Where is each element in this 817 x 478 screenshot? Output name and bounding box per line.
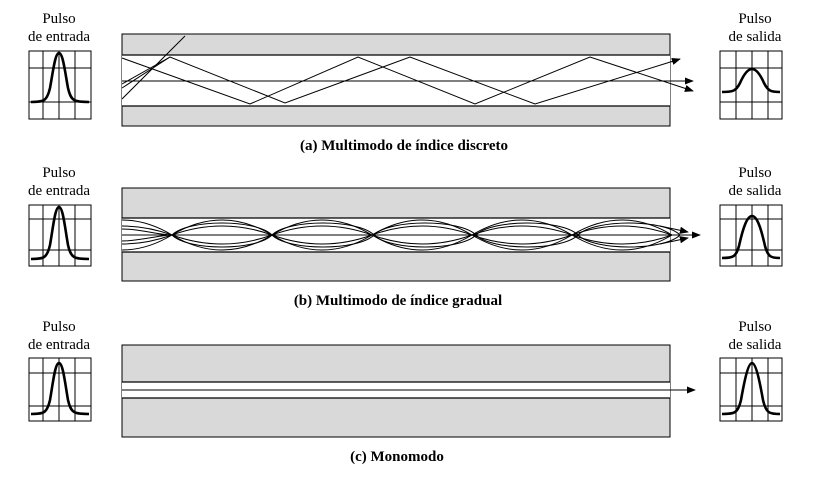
output-pulse-curve xyxy=(721,67,781,94)
output-pulse-grid xyxy=(719,50,783,120)
input-pulse-grid xyxy=(28,50,92,120)
input-label-line2: de entrada xyxy=(28,183,90,199)
step-index-fiber xyxy=(121,33,694,127)
graded-index-fiber xyxy=(121,187,701,282)
output-pulse-grid xyxy=(719,204,783,267)
input-pulse-grid xyxy=(28,204,92,267)
panel-a: Pulso de entrada Pulso de salida xyxy=(28,11,783,154)
output-pulse-curve xyxy=(721,214,781,260)
output-label-line2: de salida xyxy=(729,183,782,199)
input-pulse-curve xyxy=(30,205,90,261)
caption-b: (b) Multimodo de índice gradual xyxy=(294,293,502,309)
input-label-line1: Pulso xyxy=(42,165,75,181)
output-pulse-grid xyxy=(719,357,783,422)
input-label-line1: Pulso xyxy=(42,11,75,27)
single-mode-fiber xyxy=(121,344,696,438)
output-label-line2: de salida xyxy=(729,337,782,353)
caption-a: (a) Multimodo de índice discreto xyxy=(300,138,508,154)
input-pulse-curve xyxy=(30,361,90,416)
output-label-line1: Pulso xyxy=(738,11,771,27)
output-pulse-curve xyxy=(721,361,781,416)
graded-rays xyxy=(121,219,681,251)
output-label-line1: Pulso xyxy=(738,165,771,181)
input-label-line2: de entrada xyxy=(28,29,90,45)
panel-b: Pulso de entrada Pulso de salida xyxy=(28,165,783,309)
output-label-line1: Pulso xyxy=(738,319,771,335)
panel-c: Pulso de entrada Pulso de salida xyxy=(28,319,783,465)
caption-c: (c) Monomodo xyxy=(350,449,444,465)
input-label-line2: de entrada xyxy=(28,337,90,353)
input-pulse-grid xyxy=(28,357,92,422)
output-label-line2: de salida xyxy=(729,29,782,45)
input-label-line1: Pulso xyxy=(42,319,75,335)
input-pulse-curve xyxy=(30,51,90,104)
